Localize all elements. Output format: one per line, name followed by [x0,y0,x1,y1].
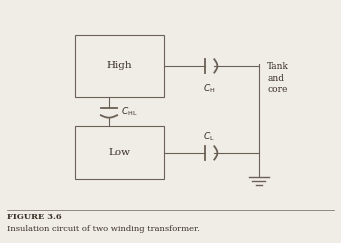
Text: $C_{\rm H}$: $C_{\rm H}$ [203,82,215,95]
Text: Insulation circuit of two winding transformer.: Insulation circuit of two winding transf… [8,226,200,233]
Text: $C_{\rm L}$: $C_{\rm L}$ [203,130,215,143]
Bar [75,35,164,97]
Text: High: High [107,61,132,70]
Text: Tank
and
core: Tank and core [267,62,289,94]
Text: Low: Low [108,148,131,157]
Text: $C_{\rm HL}$: $C_{\rm HL}$ [120,106,137,118]
Bar [75,126,164,180]
Text: FIGURE 3.6: FIGURE 3.6 [8,213,62,221]
